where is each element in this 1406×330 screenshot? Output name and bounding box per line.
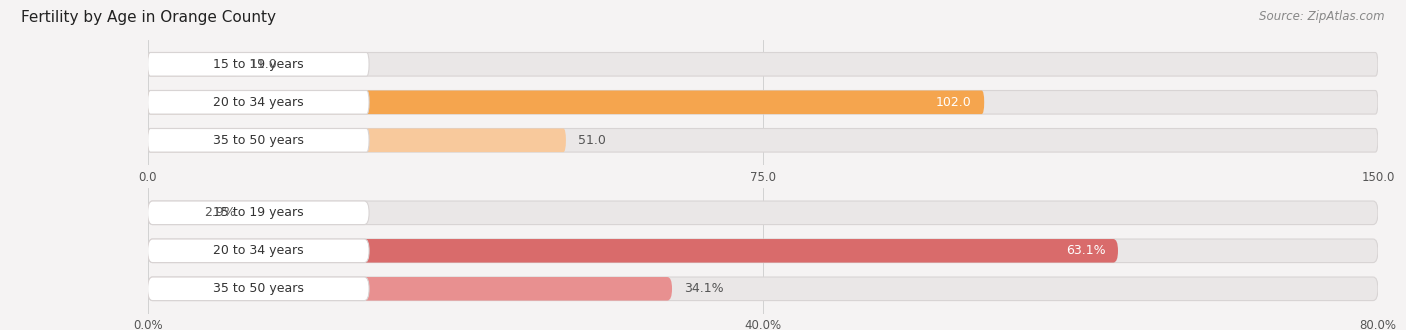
FancyBboxPatch shape <box>148 52 1378 76</box>
FancyBboxPatch shape <box>148 128 1378 152</box>
FancyBboxPatch shape <box>148 201 1378 225</box>
FancyBboxPatch shape <box>148 90 984 114</box>
FancyBboxPatch shape <box>148 52 238 76</box>
FancyBboxPatch shape <box>148 239 368 263</box>
FancyBboxPatch shape <box>148 128 567 152</box>
FancyBboxPatch shape <box>148 90 1378 114</box>
Text: 20 to 34 years: 20 to 34 years <box>214 96 304 109</box>
Text: 15 to 19 years: 15 to 19 years <box>214 206 304 219</box>
Text: 11.0: 11.0 <box>250 58 278 71</box>
FancyBboxPatch shape <box>148 201 368 225</box>
FancyBboxPatch shape <box>148 90 370 114</box>
Text: 15 to 19 years: 15 to 19 years <box>214 58 304 71</box>
Text: 35 to 50 years: 35 to 50 years <box>212 134 304 147</box>
FancyBboxPatch shape <box>148 52 370 76</box>
FancyBboxPatch shape <box>148 277 368 301</box>
Text: 63.1%: 63.1% <box>1066 244 1105 257</box>
Text: 35 to 50 years: 35 to 50 years <box>212 282 304 295</box>
FancyBboxPatch shape <box>148 201 193 225</box>
FancyBboxPatch shape <box>148 128 370 152</box>
Text: Source: ZipAtlas.com: Source: ZipAtlas.com <box>1260 10 1385 23</box>
FancyBboxPatch shape <box>148 239 1378 263</box>
Text: 20 to 34 years: 20 to 34 years <box>214 244 304 257</box>
FancyBboxPatch shape <box>148 277 672 301</box>
FancyBboxPatch shape <box>148 277 1378 301</box>
Text: 102.0: 102.0 <box>936 96 972 109</box>
Text: 2.9%: 2.9% <box>204 206 236 219</box>
Text: 34.1%: 34.1% <box>685 282 724 295</box>
Text: 51.0: 51.0 <box>578 134 606 147</box>
FancyBboxPatch shape <box>148 239 1118 263</box>
Text: Fertility by Age in Orange County: Fertility by Age in Orange County <box>21 10 276 25</box>
